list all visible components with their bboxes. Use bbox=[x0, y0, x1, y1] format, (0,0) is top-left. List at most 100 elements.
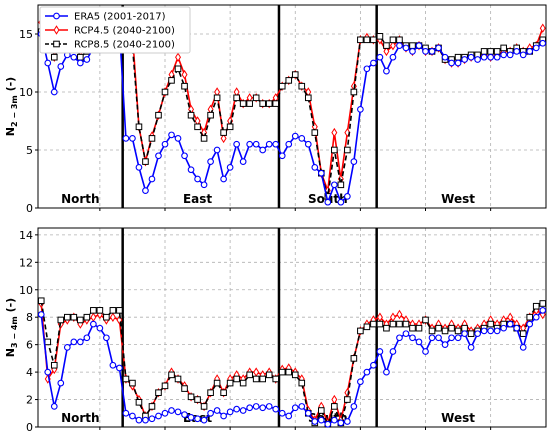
data-point-rcp85 bbox=[389, 320, 397, 328]
data-point-era5 bbox=[285, 140, 293, 148]
y-tick-label: 14 bbox=[19, 229, 33, 242]
data-point-era5 bbox=[435, 334, 442, 342]
data-point-era5 bbox=[324, 198, 332, 206]
data-point-rcp85 bbox=[226, 123, 234, 131]
data-point-rcp45 bbox=[109, 312, 116, 322]
data-point-rcp85 bbox=[207, 111, 214, 119]
y-tick-label: 4 bbox=[26, 366, 33, 379]
y-tick-label: 8 bbox=[26, 311, 33, 324]
data-point-era5 bbox=[513, 48, 521, 55]
data-point-era5 bbox=[207, 409, 214, 417]
data-point-era5 bbox=[83, 334, 91, 342]
data-point-era5 bbox=[129, 412, 136, 420]
data-point-rcp85 bbox=[116, 307, 123, 314]
data-point-era5 bbox=[474, 56, 481, 63]
data-point-era5 bbox=[389, 348, 397, 355]
data-point-era5 bbox=[70, 338, 78, 346]
data-point-rcp85 bbox=[376, 320, 384, 328]
data-point-rcp85 bbox=[272, 100, 280, 107]
data-point-era5 bbox=[259, 146, 267, 154]
data-point-rcp85 bbox=[304, 94, 312, 102]
y-tick-label: 6 bbox=[26, 339, 33, 352]
data-point-rcp85 bbox=[96, 307, 104, 314]
data-point-rcp85 bbox=[383, 42, 390, 49]
data-point-era5 bbox=[239, 407, 247, 414]
data-point-era5 bbox=[291, 404, 299, 412]
data-point-era5 bbox=[70, 53, 78, 61]
data-point-era5 bbox=[461, 330, 468, 338]
data-point-rcp85 bbox=[311, 129, 319, 136]
data-point-rcp85 bbox=[213, 94, 221, 102]
data-point-rcp85 bbox=[122, 375, 130, 383]
data-point-era5 bbox=[76, 59, 84, 67]
data-point-rcp85 bbox=[376, 33, 384, 40]
data-point-rcp85 bbox=[252, 94, 260, 102]
data-point-era5 bbox=[239, 158, 247, 165]
data-point-rcp85 bbox=[174, 375, 182, 383]
data-point-era5 bbox=[448, 334, 455, 342]
data-point-era5 bbox=[63, 344, 71, 351]
data-point-era5 bbox=[122, 409, 130, 417]
data-point-era5 bbox=[226, 164, 234, 171]
data-point-rcp85 bbox=[239, 100, 247, 107]
data-point-era5 bbox=[252, 140, 260, 148]
data-point-era5 bbox=[194, 415, 201, 423]
data-point-era5 bbox=[233, 140, 240, 148]
data-point-rcp45 bbox=[253, 367, 260, 377]
data-point-era5 bbox=[129, 135, 136, 142]
data-point-rcp45 bbox=[220, 133, 227, 144]
legend-entry-label: ERA5 (2001-2017) bbox=[74, 12, 166, 23]
data-point-rcp85 bbox=[331, 403, 338, 410]
data-point-era5 bbox=[278, 152, 286, 160]
data-point-era5 bbox=[265, 140, 273, 148]
data-point-rcp85 bbox=[239, 379, 247, 387]
data-point-era5 bbox=[213, 146, 221, 154]
data-point-era5 bbox=[344, 418, 351, 425]
data-point-era5 bbox=[220, 175, 227, 183]
data-point-rcp85 bbox=[220, 129, 227, 136]
data-point-era5 bbox=[422, 348, 429, 355]
data-point-era5 bbox=[376, 53, 384, 61]
data-point-era5 bbox=[311, 164, 319, 171]
data-point-rcp85 bbox=[389, 36, 397, 44]
data-point-era5 bbox=[428, 48, 436, 55]
data-point-rcp85 bbox=[409, 324, 416, 332]
legend-entry-label: RCP4.5 (2040-2100) bbox=[74, 26, 175, 37]
data-point-rcp85 bbox=[500, 44, 507, 52]
data-point-rcp85 bbox=[298, 82, 306, 90]
data-point-era5 bbox=[363, 65, 371, 73]
data-point-era5 bbox=[422, 48, 429, 55]
data-point-era5 bbox=[500, 324, 508, 332]
data-point-rcp85 bbox=[402, 320, 410, 328]
data-point-rcp85 bbox=[148, 135, 156, 142]
data-point-era5 bbox=[409, 48, 416, 55]
data-point-era5 bbox=[344, 193, 351, 200]
data-point-era5 bbox=[363, 368, 371, 376]
series-line-1 bbox=[40, 303, 544, 426]
data-point-rcp85 bbox=[454, 327, 462, 335]
data-point-era5 bbox=[415, 42, 423, 49]
data-point-rcp85 bbox=[57, 316, 65, 324]
data-point-rcp85 bbox=[226, 379, 234, 387]
data-point-era5 bbox=[155, 152, 162, 160]
data-point-rcp85 bbox=[259, 100, 266, 107]
data-point-rcp85 bbox=[77, 316, 84, 324]
data-point-rcp85 bbox=[77, 53, 84, 61]
data-point-era5 bbox=[304, 140, 312, 148]
data-point-era5 bbox=[539, 306, 547, 314]
data-point-era5 bbox=[285, 412, 293, 420]
data-point-era5 bbox=[500, 51, 508, 59]
data-point-rcp85 bbox=[350, 88, 358, 96]
data-point-rcp85 bbox=[220, 389, 227, 396]
data-point-rcp45 bbox=[331, 127, 338, 138]
legend: ERA5 (2001-2017) RCP4.5 (2040-2100) RCP8.5… bbox=[39, 6, 191, 54]
data-point-era5 bbox=[207, 158, 214, 165]
data-point-era5 bbox=[200, 416, 208, 424]
data-point-rcp85 bbox=[135, 398, 143, 406]
data-point-rcp85 bbox=[207, 389, 214, 396]
region-label-west: West bbox=[441, 411, 475, 425]
data-point-rcp85 bbox=[155, 111, 162, 119]
data-point-rcp85 bbox=[350, 355, 358, 362]
data-point-era5 bbox=[213, 407, 221, 414]
